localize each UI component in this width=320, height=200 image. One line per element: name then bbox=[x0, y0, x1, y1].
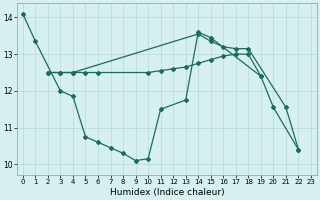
X-axis label: Humidex (Indice chaleur): Humidex (Indice chaleur) bbox=[109, 188, 224, 197]
